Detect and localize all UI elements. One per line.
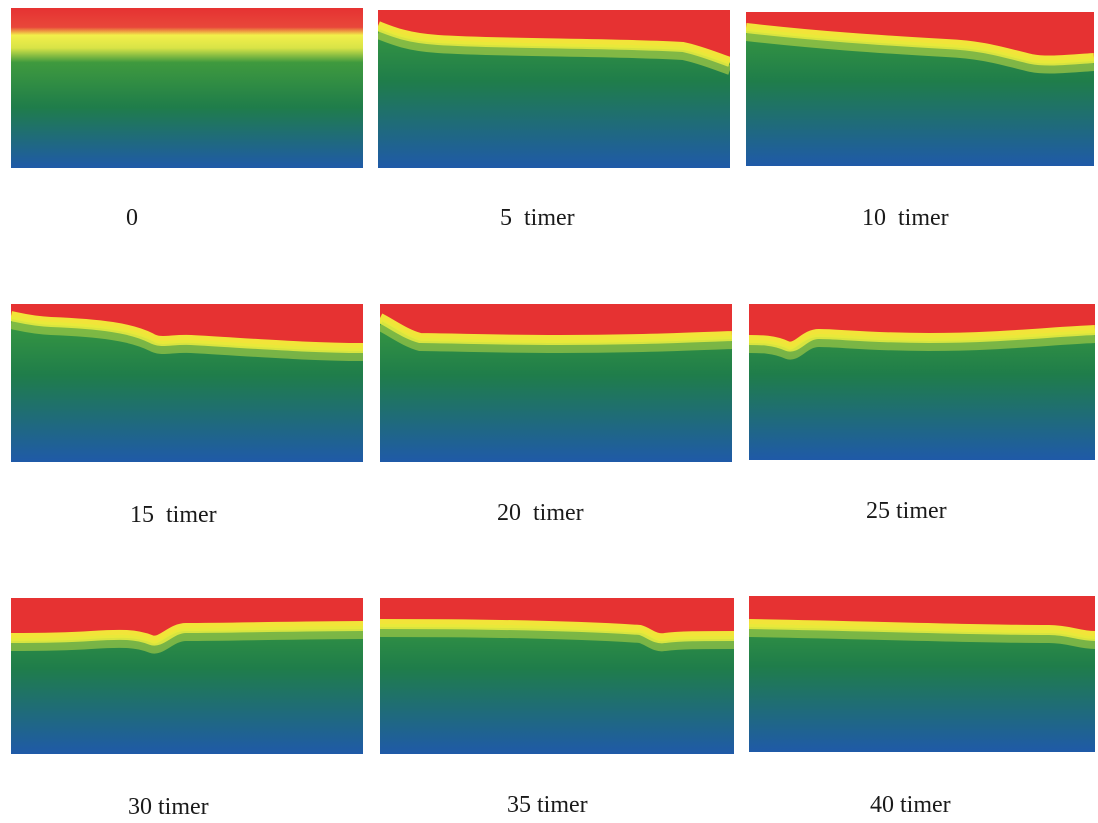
- surface-image-35: [380, 598, 734, 754]
- panel-caption-20: 20 timer: [497, 500, 584, 526]
- surface-image-20: [380, 304, 732, 462]
- image-panel-5: [378, 10, 730, 168]
- panel-caption-5: 5 timer: [500, 205, 575, 231]
- image-panel-35: [380, 598, 734, 754]
- surface-image-40: [749, 596, 1095, 752]
- surface-image-15: [11, 304, 363, 462]
- panel-caption-10: 10 timer: [862, 205, 949, 231]
- image-panel-25: [749, 304, 1095, 460]
- surface-image-0: [11, 8, 363, 168]
- panel-caption-30: 30 timer: [128, 794, 209, 820]
- image-panel-0: [11, 8, 363, 168]
- image-panel-30: [11, 598, 363, 754]
- image-panel-10: [746, 12, 1094, 166]
- surface-image-10: [746, 12, 1094, 166]
- surface-image-30: [11, 598, 363, 754]
- image-panel-15: [11, 304, 363, 462]
- panel-caption-25: 25 timer: [866, 498, 947, 524]
- image-panel-40: [749, 596, 1095, 752]
- image-panel-20: [380, 304, 732, 462]
- panel-caption-0: 0: [126, 205, 138, 231]
- surface-image-5: [378, 10, 730, 168]
- panel-caption-15: 15 timer: [130, 502, 217, 528]
- panel-caption-40: 40 timer: [870, 792, 951, 818]
- panel-caption-35: 35 timer: [507, 792, 588, 818]
- surface-image-25: [749, 304, 1095, 460]
